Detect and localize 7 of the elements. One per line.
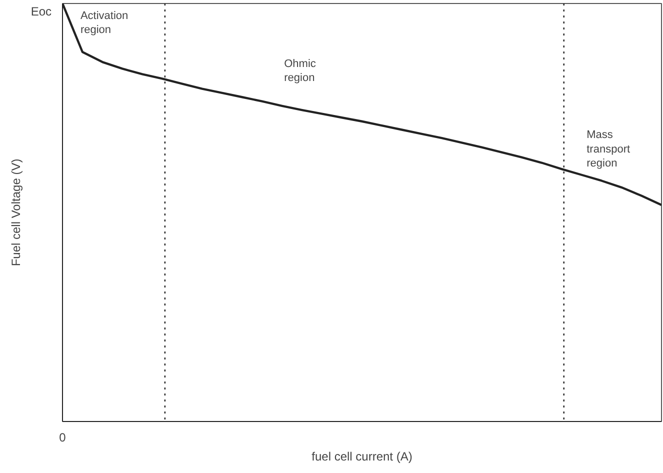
annotation: Activation region: [80, 10, 128, 36]
text: 0: [59, 430, 66, 444]
annotation: Ohmic region: [284, 58, 316, 84]
x-axis-title: fuel cell current (A): [312, 450, 412, 464]
y-axis-title: Fuel cell Voltage (V): [8, 158, 23, 266]
annotation: Mass transport region: [586, 128, 630, 170]
text: Eoc: [30, 4, 52, 18]
